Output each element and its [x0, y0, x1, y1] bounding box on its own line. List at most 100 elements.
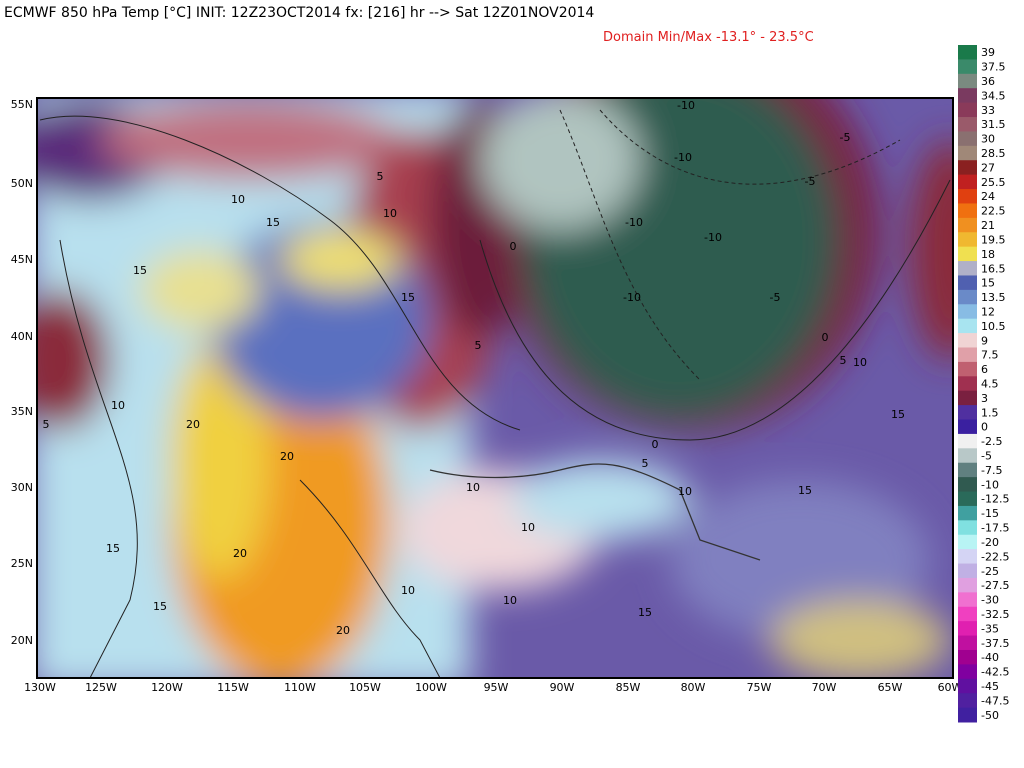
colorbar-swatch	[958, 707, 977, 723]
lat-label: 35N	[11, 405, 33, 418]
map-frame	[36, 97, 954, 679]
colorbar-label: 36	[981, 75, 995, 88]
colorbar-swatch	[958, 462, 977, 478]
colorbar-label: -35	[981, 622, 999, 635]
colorbar-label: -27.5	[981, 579, 1009, 592]
colorbar-swatch	[958, 160, 977, 176]
colorbar-label: -37.5	[981, 637, 1009, 650]
contour-label: 10	[383, 207, 397, 220]
colorbar-swatch	[958, 145, 977, 161]
lat-label: 25N	[11, 557, 33, 570]
colorbar-swatch	[958, 664, 977, 680]
colorbar-swatch	[958, 520, 977, 536]
lon-label: 110W	[284, 681, 316, 694]
colorbar-label: -42.5	[981, 666, 1009, 679]
colorbar-swatch	[958, 246, 977, 262]
lat-label: 45N	[11, 253, 33, 266]
contour-label: 15	[266, 216, 280, 229]
contour-label: 10	[111, 399, 125, 412]
contour-label: 5	[43, 418, 50, 431]
lat-label: 20N	[11, 634, 33, 647]
lat-label: 50N	[11, 177, 33, 190]
lon-label: 100W	[415, 681, 447, 694]
contour-label: 5	[377, 170, 384, 183]
lon-label: 130W	[24, 681, 56, 694]
colorbar-label: 37.5	[981, 61, 1006, 74]
colorbar-swatch	[958, 563, 977, 579]
colorbar-label: -30	[981, 594, 999, 607]
colorbar-swatch	[958, 117, 977, 132]
colorbar-label: -50	[981, 709, 999, 722]
contour-label: 20	[233, 547, 247, 560]
colorbar-swatch	[958, 304, 977, 320]
colorbar-swatch	[958, 577, 977, 593]
contour-label: 15	[106, 542, 120, 555]
contour-label: 20	[280, 450, 294, 463]
lon-label: 85W	[616, 681, 641, 694]
colorbar-label: -7.5	[981, 464, 1002, 477]
lon-label: 105W	[349, 681, 381, 694]
lon-label: 60W	[938, 681, 963, 694]
colorbar-label: 15	[981, 277, 995, 290]
contour-label: 10	[401, 584, 415, 597]
contour-label: -5	[805, 175, 816, 188]
lat-label: 55N	[11, 98, 33, 111]
colorbar-label: -45	[981, 680, 999, 693]
contour-label: 10	[853, 356, 867, 369]
contour-label: 20	[186, 418, 200, 431]
contour-label: -5	[770, 291, 781, 304]
lon-label: 65W	[878, 681, 903, 694]
colorbar-swatch	[958, 390, 977, 406]
colorbar-label: 3	[981, 392, 988, 405]
title: ECMWF 850 hPa Temp [°C] INIT: 12Z23OCT20…	[4, 5, 594, 21]
colorbar-swatch	[958, 405, 977, 421]
colorbar-swatch	[958, 635, 977, 651]
contour-label: 5	[475, 339, 482, 352]
colorbar-label: 33	[981, 104, 995, 117]
colorbar-swatch	[958, 361, 977, 377]
colorbar-label: 21	[981, 219, 995, 232]
colorbar-swatch	[958, 88, 977, 104]
colorbar-swatch	[958, 203, 977, 219]
contour-label: 0	[510, 240, 517, 253]
contour-label: 10	[521, 521, 535, 534]
colorbar-label: 0	[981, 421, 988, 434]
colorbar-label: -32.5	[981, 608, 1009, 621]
lat-label: 40N	[11, 330, 33, 343]
colorbar-swatch	[958, 491, 977, 507]
contour-label: 15	[638, 606, 652, 619]
lon-label: 75W	[747, 681, 772, 694]
contour-label: -10	[704, 231, 722, 244]
colorbar-label: 9	[981, 334, 988, 347]
contour-label: 10	[678, 485, 692, 498]
colorbar-label: 22.5	[981, 205, 1006, 218]
colorbar-label: -25	[981, 565, 999, 578]
colorbar-swatch	[958, 448, 977, 464]
colorbar-label: 34.5	[981, 89, 1006, 102]
contour-label: 5	[840, 354, 847, 367]
colorbar-swatch	[958, 347, 977, 363]
colorbar-swatch	[958, 261, 977, 276]
colorbar-label: -5	[981, 450, 992, 463]
colorbar-swatch	[958, 649, 977, 665]
contour-label: 5	[642, 457, 649, 470]
colorbar-label: 39	[981, 46, 995, 59]
lon-label: 70W	[812, 681, 837, 694]
temperature-field	[37, 98, 953, 678]
colorbar-swatch	[958, 333, 977, 348]
colorbar-label: -22.5	[981, 550, 1009, 563]
colorbar-swatch	[958, 73, 977, 89]
contour-label: 10	[466, 481, 480, 494]
contour-label: -10	[623, 291, 641, 304]
subtitle: Domain Min/Max -13.1° - 23.5°C	[603, 30, 814, 45]
colorbar-label: 28.5	[981, 147, 1006, 160]
colorbar-swatch	[958, 189, 977, 204]
contour-label: 15	[153, 600, 167, 613]
colorbar-swatch	[958, 45, 977, 60]
colorbar-label: 16.5	[981, 262, 1006, 275]
contour-label: 15	[891, 408, 905, 421]
contour-label: -5	[840, 131, 851, 144]
colorbar-label: 30	[981, 133, 995, 146]
colorbar-swatch	[958, 549, 977, 565]
